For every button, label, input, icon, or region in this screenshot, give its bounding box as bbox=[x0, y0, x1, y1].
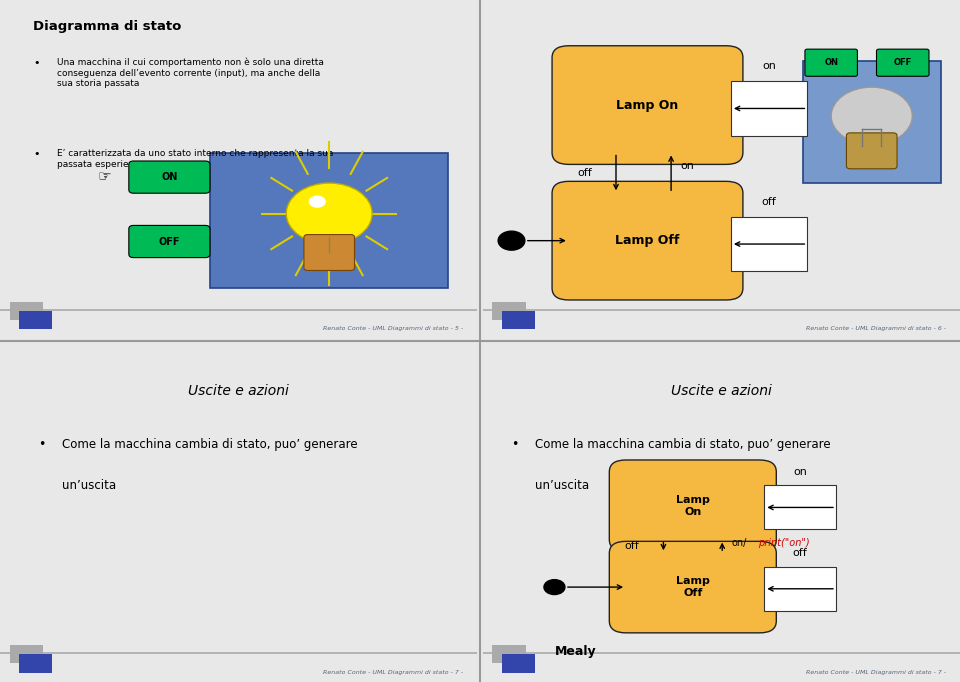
FancyBboxPatch shape bbox=[731, 217, 807, 271]
Circle shape bbox=[498, 231, 525, 250]
FancyBboxPatch shape bbox=[731, 81, 807, 136]
Text: off: off bbox=[625, 542, 639, 552]
Text: Renato Conte - UML Diagrammi di stato - 7 -: Renato Conte - UML Diagrammi di stato - … bbox=[805, 670, 946, 674]
Text: Diagramma di stato: Diagramma di stato bbox=[34, 20, 181, 33]
Circle shape bbox=[544, 580, 564, 595]
Text: Uscite e azioni: Uscite e azioni bbox=[188, 384, 289, 398]
FancyBboxPatch shape bbox=[492, 301, 526, 321]
FancyBboxPatch shape bbox=[492, 644, 526, 664]
FancyBboxPatch shape bbox=[764, 567, 836, 611]
FancyBboxPatch shape bbox=[210, 153, 448, 288]
FancyBboxPatch shape bbox=[10, 301, 43, 321]
Text: on: on bbox=[793, 467, 807, 477]
FancyBboxPatch shape bbox=[502, 654, 536, 672]
Text: Lamp Off: Lamp Off bbox=[615, 234, 680, 247]
Circle shape bbox=[831, 87, 912, 145]
Text: un’uscita: un’uscita bbox=[62, 479, 116, 492]
FancyBboxPatch shape bbox=[304, 235, 354, 271]
Text: Renato Conte - UML Diagrammi di stato - 7 -: Renato Conte - UML Diagrammi di stato - … bbox=[323, 670, 463, 674]
FancyBboxPatch shape bbox=[552, 181, 743, 300]
Text: on: on bbox=[762, 61, 776, 71]
FancyBboxPatch shape bbox=[610, 460, 777, 552]
Text: print("on"): print("on") bbox=[758, 538, 809, 548]
FancyBboxPatch shape bbox=[610, 542, 777, 633]
Text: •: • bbox=[38, 438, 45, 451]
Text: Lamp
Off: Lamp Off bbox=[676, 576, 709, 598]
Text: un’uscita: un’uscita bbox=[536, 479, 589, 492]
FancyBboxPatch shape bbox=[129, 161, 210, 193]
Text: Renato Conte - UML Diagrammi di stato - 6 -: Renato Conte - UML Diagrammi di stato - … bbox=[805, 327, 946, 331]
FancyBboxPatch shape bbox=[129, 226, 210, 258]
Text: •: • bbox=[512, 438, 519, 451]
FancyBboxPatch shape bbox=[10, 644, 43, 664]
Text: Lamp On: Lamp On bbox=[616, 99, 679, 112]
Text: on/: on/ bbox=[732, 538, 747, 548]
Text: Una macchina il cui comportamento non è solo una diretta
conseguenza dell’evento: Una macchina il cui comportamento non è … bbox=[58, 57, 324, 88]
Text: off: off bbox=[793, 548, 807, 559]
FancyBboxPatch shape bbox=[502, 311, 536, 329]
Text: •: • bbox=[34, 57, 40, 68]
Text: Mealy: Mealy bbox=[555, 645, 596, 658]
FancyBboxPatch shape bbox=[804, 49, 857, 76]
FancyBboxPatch shape bbox=[876, 49, 929, 76]
Text: •: • bbox=[34, 149, 40, 159]
FancyBboxPatch shape bbox=[847, 133, 897, 169]
Text: Uscite e azioni: Uscite e azioni bbox=[671, 384, 772, 398]
FancyBboxPatch shape bbox=[764, 486, 836, 529]
Text: Come la macchina cambia di stato, puo’ generare: Come la macchina cambia di stato, puo’ g… bbox=[536, 438, 831, 451]
Circle shape bbox=[286, 183, 372, 244]
FancyBboxPatch shape bbox=[19, 311, 53, 329]
Text: ON: ON bbox=[161, 172, 178, 182]
Text: E’ caratterizzata da uno stato interno che rappresenta la sua
passata esperienza: E’ caratterizzata da uno stato interno c… bbox=[58, 149, 334, 168]
Text: OFF: OFF bbox=[894, 58, 912, 68]
Text: Come la macchina cambia di stato, puo’ generare: Come la macchina cambia di stato, puo’ g… bbox=[62, 438, 358, 451]
Text: OFF: OFF bbox=[158, 237, 180, 246]
FancyBboxPatch shape bbox=[552, 46, 743, 164]
Text: off: off bbox=[762, 197, 777, 207]
Text: ON: ON bbox=[825, 58, 838, 68]
Text: Renato Conte - UML Diagrammi di stato - 5 -: Renato Conte - UML Diagrammi di stato - … bbox=[323, 327, 463, 331]
Text: ☞: ☞ bbox=[98, 170, 111, 185]
Text: off: off bbox=[577, 168, 592, 178]
Text: on: on bbox=[681, 161, 694, 171]
Circle shape bbox=[309, 196, 325, 208]
FancyBboxPatch shape bbox=[19, 654, 53, 672]
Text: Lamp
On: Lamp On bbox=[676, 495, 709, 516]
FancyBboxPatch shape bbox=[803, 61, 941, 183]
